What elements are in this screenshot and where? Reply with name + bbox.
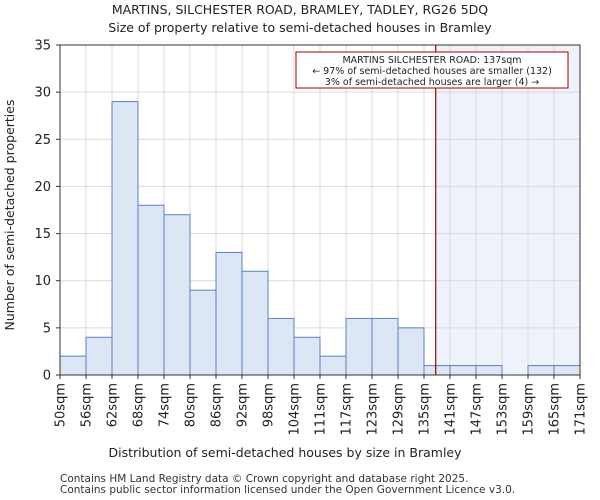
y-tick-label: 25 [34,133,51,148]
bar-56sqm [85,336,113,376]
bar-50sqm [59,355,87,376]
bar-147sqm [475,365,503,376]
x-tick-label: 129sqm [392,383,407,436]
bar-123sqm [371,317,399,376]
x-tick-label: 159sqm [522,383,537,436]
annotation-line-2: ← 97% of semi-detached houses are smalle… [312,66,552,77]
y-tick-label: 0 [43,369,51,384]
x-tick-label: 111sqm [314,383,329,436]
x-tick-label: 86sqm [210,383,225,427]
highlight-region [435,45,580,375]
y-axis-label: Number of semi-detached properties [2,100,17,331]
footer-licence: Contains public sector information licen… [60,484,516,496]
y-tick-label: 20 [34,180,51,195]
bar-92sqm [241,270,269,376]
annotation-line-1: MARTINS SILCHESTER ROAD: 137sqm [342,55,521,66]
bar-104sqm [293,336,321,376]
bar-165sqm [553,365,581,376]
bar-129sqm [397,327,425,376]
x-tick-label: 171sqm [574,383,589,436]
y-tick-label: 10 [34,274,51,289]
bar-86sqm [215,251,243,376]
x-tick-label: 104sqm [288,383,303,436]
bar-80sqm [189,289,217,376]
x-tick-label: 62sqm [106,383,121,427]
x-tick-label: 92sqm [236,383,251,427]
bar-74sqm [163,214,191,376]
bar-117sqm [345,317,373,376]
chart-subtitle: Size of property relative to semi-detach… [108,20,492,35]
y-tick-label: 15 [34,227,51,242]
y-tick-label: 35 [34,39,51,54]
y-tick-label: 30 [34,86,51,101]
x-axis-label: Distribution of semi-detached houses by … [108,445,462,460]
bar-135sqm [423,365,451,376]
x-tick-label: 123sqm [366,383,381,436]
x-tick-label: 98sqm [262,383,277,427]
annotation-line-3: 3% of semi-detached houses are larger (4… [325,77,539,88]
x-tick-label: 80sqm [184,383,199,427]
chart-title: MARTINS, SILCHESTER ROAD, BRAMLEY, TADLE… [111,2,489,17]
x-tick-label: 135sqm [418,383,433,436]
x-tick-label: 68sqm [132,383,147,427]
x-tick-label: 74sqm [158,383,173,427]
bar-62sqm [111,101,139,376]
bar-98sqm [267,317,295,376]
bar-68sqm [137,204,165,376]
bar-141sqm [449,365,477,376]
x-tick-label: 165sqm [548,383,563,436]
footer-copyright: Contains HM Land Registry data © Crown c… [60,473,469,485]
x-tick-label: 147sqm [470,383,485,436]
x-tick-label: 50sqm [54,383,69,427]
x-tick-label: 56sqm [80,383,95,427]
x-tick-label: 153sqm [496,383,511,436]
annotation-box [295,51,569,89]
histogram-chart: 0 5 10 15 20 25 30 35 50sqm 56sqm 62sqm 68sqm 74sqm 8… [2,39,589,461]
y-tick-label: 5 [43,321,51,336]
x-tick-label: 117sqm [340,383,355,436]
x-tick-label: 141sqm [444,383,459,436]
bar-159sqm [527,365,555,376]
bar-111sqm [319,355,347,376]
